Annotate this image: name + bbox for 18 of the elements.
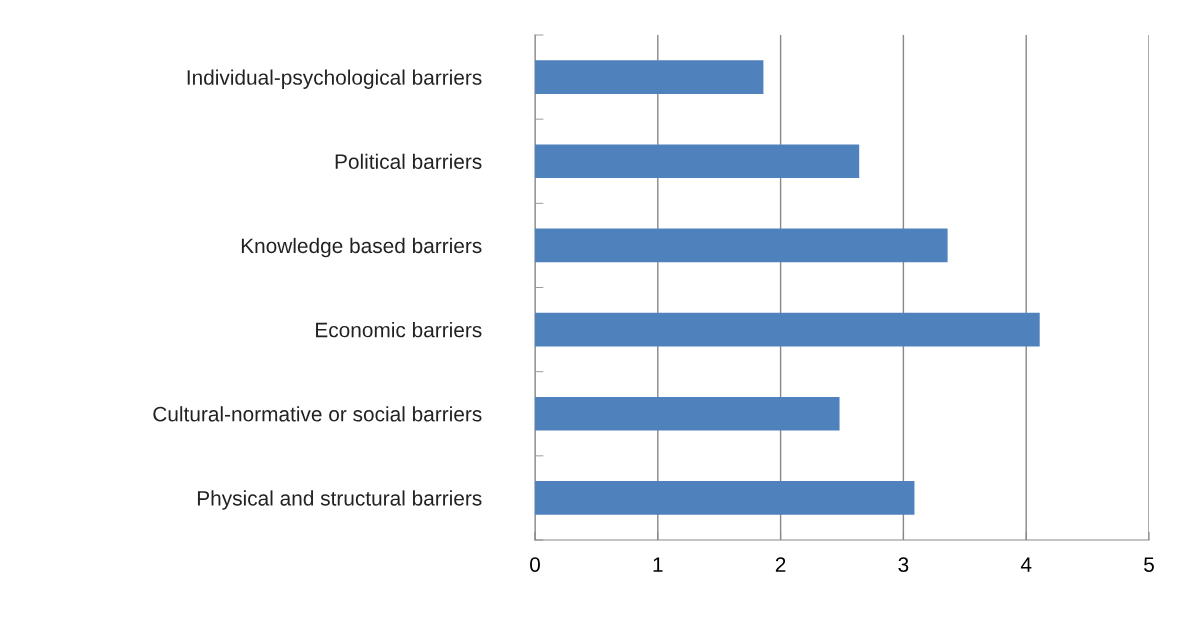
y-tick-label: Economic barriers <box>316 322 482 338</box>
y-tick-label: Physical and structural barriers <box>197 490 482 510</box>
bar <box>535 228 948 263</box>
x-tick-label: 1 <box>653 557 663 572</box>
x-tick-label: 4 <box>1020 557 1032 572</box>
bar <box>535 144 860 179</box>
y-tick-label: Knowledge based barriers <box>241 237 482 258</box>
y-tick-label: Individual-psychological barriers <box>187 69 482 89</box>
y-tick-label: Cultural-normative or social barriers <box>153 406 482 422</box>
x-tick-label: 3 <box>898 557 909 572</box>
bar <box>535 396 840 431</box>
bar <box>535 60 764 94</box>
x-tick-label: 0 <box>530 557 540 572</box>
bar <box>535 481 915 515</box>
x-tick-label: 2 <box>775 557 786 572</box>
y-tick-label: Political barriers <box>335 153 482 169</box>
bar <box>535 312 1040 347</box>
x-tick-label: 5 <box>1144 557 1154 572</box>
